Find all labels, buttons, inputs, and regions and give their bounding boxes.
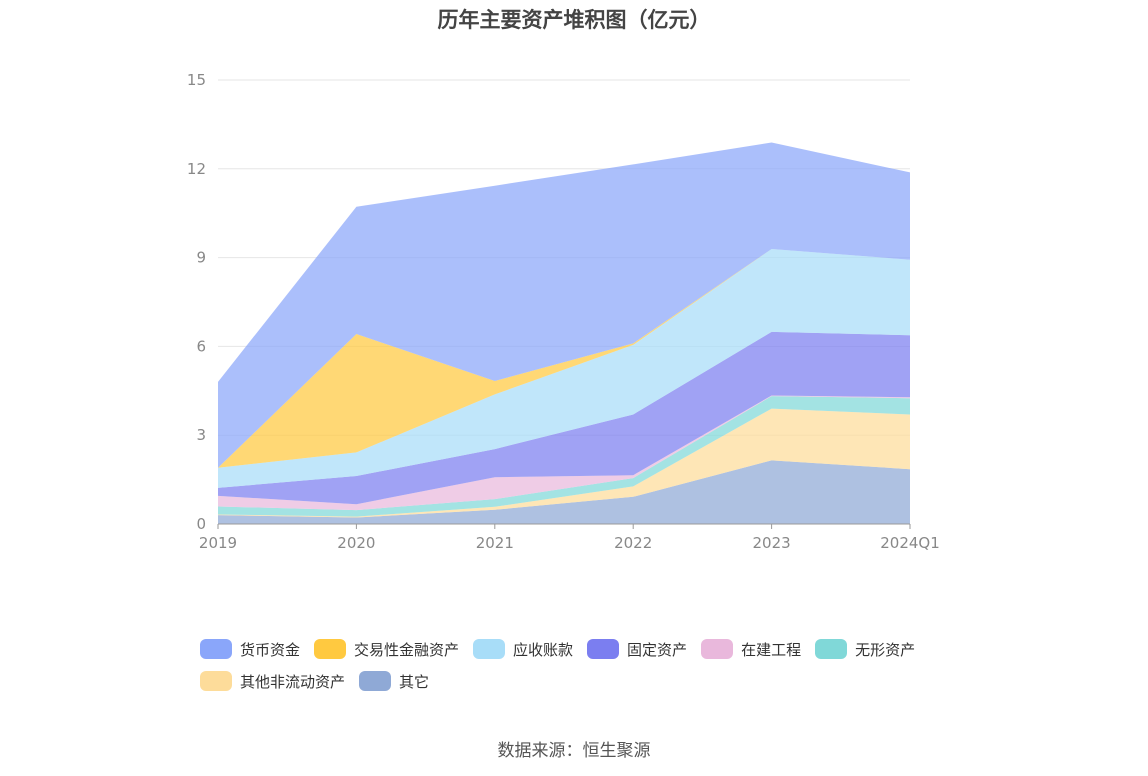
legend-item[interactable]: 交易性金融资产	[314, 638, 459, 660]
legend-swatch	[314, 639, 347, 659]
y-tick-label: 6	[196, 337, 206, 355]
y-tick-label: 0	[196, 515, 206, 533]
y-tick-label: 12	[187, 160, 206, 178]
area-series-固定资产	[218, 331, 910, 505]
legend-label: 交易性金融资产	[354, 640, 460, 659]
legend: 货币资金 交易性金融资产 应收账款 固定资产 在建工程 无形资产其他非流动资产 其它	[200, 638, 960, 702]
legend-swatch	[701, 639, 734, 659]
legend-swatch	[200, 671, 232, 691]
legend-swatch	[359, 671, 392, 691]
legend-item[interactable]: 其它	[359, 670, 429, 692]
legend-label: 无形资产	[855, 640, 916, 659]
y-tick-label: 15	[187, 71, 206, 89]
x-tick-label: 2021	[476, 534, 514, 552]
legend-item[interactable]: 固定资产	[587, 638, 687, 660]
legend-item[interactable]: 其他非流动资产	[200, 670, 345, 692]
y-tick-label: 3	[196, 426, 206, 444]
x-tick-label: 2020	[337, 534, 375, 552]
source-note: 数据来源：恒生聚源	[497, 741, 651, 761]
legend-item[interactable]: 无形资产	[815, 638, 915, 660]
legend-item[interactable]: 在建工程	[701, 638, 801, 660]
x-tick-label: 2024Q1	[880, 534, 940, 552]
legend-swatch	[200, 639, 232, 659]
legend-label: 货币资金	[240, 640, 301, 659]
y-tick-label: 9	[196, 249, 206, 267]
legend-label: 应收账款	[513, 640, 574, 659]
x-tick-label: 2023	[753, 534, 791, 552]
area-series	[218, 142, 910, 524]
area-series-无形资产	[218, 396, 910, 517]
area-series-交易性金融资产	[218, 249, 910, 468]
legend-item[interactable]: 应收账款	[473, 638, 573, 660]
legend-label: 固定资产	[627, 640, 688, 659]
legend-swatch	[587, 639, 620, 659]
x-tick-label: 2022	[614, 534, 652, 552]
axes: 0 3 6 9 12 15 2019 2020 2021 2022 2023 2024Q1	[187, 71, 940, 552]
legend-swatch	[473, 639, 506, 659]
x-tick-label: 2019	[199, 534, 237, 552]
legend-label: 其他非流动资产	[240, 672, 346, 691]
chart-title: 历年主要资产堆积图（亿元）	[437, 8, 711, 32]
area-series-货币资金	[218, 142, 910, 468]
area-series-其它	[218, 460, 910, 524]
area-series-应收账款	[218, 249, 910, 488]
area-series-在建工程	[218, 395, 910, 511]
legend-label: 其它	[399, 672, 430, 691]
legend-swatch	[815, 639, 848, 659]
legend-item[interactable]: 货币资金	[200, 638, 300, 660]
legend-label: 在建工程	[741, 640, 802, 659]
area-series-其他非流动资产	[218, 408, 910, 518]
